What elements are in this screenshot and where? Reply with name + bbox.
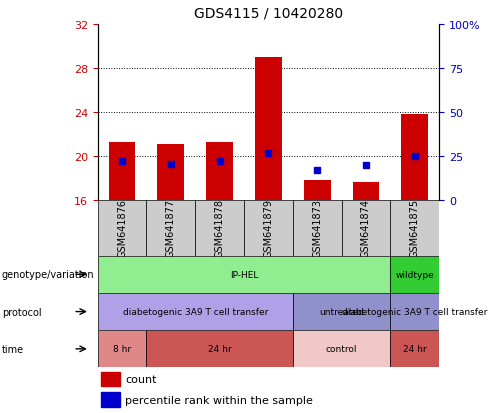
Text: protocol: protocol <box>2 307 41 317</box>
Text: 8 hr: 8 hr <box>113 344 131 354</box>
Text: GSM641874: GSM641874 <box>361 199 371 258</box>
Bar <box>293 293 390 330</box>
Text: GSM641878: GSM641878 <box>215 199 224 258</box>
Text: untreated: untreated <box>319 307 364 316</box>
Bar <box>101 392 120 407</box>
Bar <box>293 200 342 256</box>
Bar <box>342 200 390 256</box>
Bar <box>98 256 390 293</box>
Text: GSM641873: GSM641873 <box>312 199 322 258</box>
Text: genotype/variation: genotype/variation <box>2 270 95 280</box>
Text: wildtype: wildtype <box>395 270 434 279</box>
Bar <box>109 142 136 200</box>
Text: GSM641879: GSM641879 <box>264 199 273 258</box>
Bar <box>157 145 184 200</box>
Bar <box>206 142 233 200</box>
Text: time: time <box>2 344 24 354</box>
Text: percentile rank within the sample: percentile rank within the sample <box>125 395 313 405</box>
Bar <box>98 200 146 256</box>
Bar <box>390 256 439 293</box>
Bar <box>390 330 439 368</box>
Bar <box>101 372 120 386</box>
Text: count: count <box>125 374 157 384</box>
Text: diabetogenic 3A9 T cell transfer: diabetogenic 3A9 T cell transfer <box>342 307 488 316</box>
Text: GSM641877: GSM641877 <box>166 199 176 258</box>
Title: GDS4115 / 10420280: GDS4115 / 10420280 <box>194 7 343 21</box>
Bar <box>390 200 439 256</box>
Bar <box>146 330 293 368</box>
Text: IP-HEL: IP-HEL <box>230 270 258 279</box>
Bar <box>401 115 428 200</box>
Bar <box>244 200 293 256</box>
Bar <box>293 330 390 368</box>
Bar <box>255 58 282 200</box>
Bar <box>146 200 195 256</box>
Text: diabetogenic 3A9 T cell transfer: diabetogenic 3A9 T cell transfer <box>122 307 268 316</box>
Text: 24 hr: 24 hr <box>208 344 231 354</box>
Bar <box>390 293 439 330</box>
Text: control: control <box>326 344 357 354</box>
Bar <box>98 293 293 330</box>
Bar <box>352 183 379 200</box>
Bar <box>195 200 244 256</box>
Text: 24 hr: 24 hr <box>403 344 427 354</box>
Text: GSM641876: GSM641876 <box>117 199 127 258</box>
Bar <box>304 180 331 200</box>
Bar <box>98 330 146 368</box>
Text: GSM641875: GSM641875 <box>410 199 420 258</box>
